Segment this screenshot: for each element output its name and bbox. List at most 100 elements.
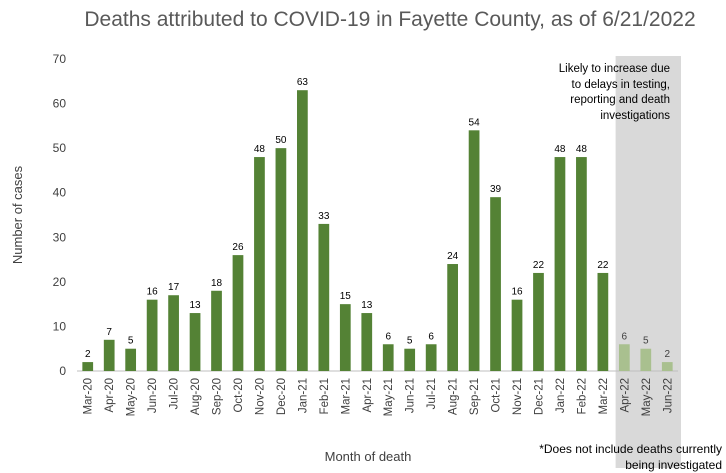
data-label: 24 xyxy=(447,251,459,262)
y-tick-label: 20 xyxy=(53,275,67,289)
data-label: 6 xyxy=(385,331,391,342)
bar xyxy=(533,272,544,371)
bar xyxy=(597,272,609,371)
data-label: 16 xyxy=(511,287,523,298)
x-tick-label: May-20 xyxy=(126,378,138,416)
bar xyxy=(576,157,587,371)
x-tick-label: Jan-22 xyxy=(555,378,567,413)
bar xyxy=(146,299,158,371)
bar xyxy=(361,313,373,371)
x-tick-label: Feb-21 xyxy=(319,378,331,414)
chart-title: Deaths attributed to COVID-19 in Fayette… xyxy=(84,8,696,31)
data-label: 48 xyxy=(254,144,266,155)
bar xyxy=(554,157,566,371)
footnote: *Does not include deaths currently being… xyxy=(539,441,722,473)
x-tick-label: Oct-21 xyxy=(491,378,503,413)
bar xyxy=(211,290,222,371)
data-label: 26 xyxy=(232,242,244,253)
bar xyxy=(404,348,416,371)
data-label: 17 xyxy=(168,282,180,293)
bar xyxy=(425,344,437,371)
annotation-line: to delays in testing, xyxy=(571,78,670,91)
y-tick-label: 50 xyxy=(53,141,67,155)
data-label: 22 xyxy=(597,260,609,271)
bar xyxy=(447,264,458,371)
annotation-line: Likely to increase due xyxy=(558,63,670,75)
x-tick-label: Apr-22 xyxy=(619,378,631,413)
x-tick-label: Aug-20 xyxy=(190,378,202,415)
bar xyxy=(382,344,394,371)
x-tick-label: Apr-21 xyxy=(362,378,374,413)
x-tick-label: Jun-22 xyxy=(662,378,674,413)
data-label: 48 xyxy=(576,144,588,155)
data-label: 5 xyxy=(643,336,649,347)
data-label: 63 xyxy=(297,77,309,88)
y-tick-label: 0 xyxy=(59,364,66,378)
x-tick-label: Apr-20 xyxy=(104,378,116,413)
data-label: 33 xyxy=(318,211,330,222)
x-tick-label: Jul-21 xyxy=(426,378,438,409)
data-label: 7 xyxy=(106,327,112,338)
x-tick-label: Jun-21 xyxy=(405,378,417,413)
y-axis-title: Number of cases xyxy=(10,165,25,264)
bar xyxy=(297,90,308,371)
x-tick-label: Jan-21 xyxy=(297,378,309,413)
bar xyxy=(232,255,244,371)
x-tick-label: Mar-22 xyxy=(598,378,610,414)
provisional-annotation: Likely to increase due to delays in test… xyxy=(520,62,670,124)
bar xyxy=(125,348,137,371)
bar xyxy=(490,197,501,371)
bar xyxy=(189,313,201,371)
bar xyxy=(618,344,630,371)
x-tick-label: Feb-22 xyxy=(576,378,588,414)
data-label: 5 xyxy=(407,336,413,347)
provisional-region xyxy=(615,56,681,468)
x-tick-label: Aug-21 xyxy=(448,378,460,415)
x-tick-label: Sep-21 xyxy=(469,378,481,415)
x-tick-label: Jul-20 xyxy=(169,378,181,409)
x-tick-label: Nov-20 xyxy=(254,378,266,415)
data-label: 2 xyxy=(85,349,91,360)
footnote-line: being investigated xyxy=(625,458,722,472)
data-label: 13 xyxy=(189,300,201,311)
data-label: 5 xyxy=(128,336,134,347)
data-label: 39 xyxy=(490,184,502,195)
data-label: 15 xyxy=(340,291,352,302)
data-label: 18 xyxy=(211,278,223,289)
data-label: 50 xyxy=(275,135,287,146)
x-tick-label: Sep-20 xyxy=(212,378,224,415)
data-label: 54 xyxy=(469,117,481,128)
y-tick-label: 70 xyxy=(53,52,67,66)
bar xyxy=(275,148,287,371)
x-tick-label: Dec-20 xyxy=(276,378,288,415)
x-axis-title: Month of death xyxy=(325,449,412,464)
bar xyxy=(82,362,94,371)
bar xyxy=(254,157,265,371)
bar xyxy=(103,339,115,371)
x-tick-label: May-22 xyxy=(641,378,653,416)
x-tick-label: Jun-20 xyxy=(147,378,159,413)
bar xyxy=(661,362,673,371)
x-tick-label: May-21 xyxy=(383,378,395,416)
data-label: 2 xyxy=(664,349,670,360)
bar xyxy=(468,130,480,371)
data-label: 22 xyxy=(533,260,545,271)
y-tick-label: 60 xyxy=(53,97,67,111)
x-tick-label: Mar-20 xyxy=(83,378,95,414)
y-tick-label: 10 xyxy=(53,319,67,333)
data-label: 6 xyxy=(428,331,434,342)
data-label: 6 xyxy=(622,331,628,342)
annotation-line: investigations xyxy=(600,109,670,122)
x-tick-label: Nov-21 xyxy=(512,378,524,415)
x-tick-label: Dec-21 xyxy=(533,378,545,415)
data-label: 13 xyxy=(361,300,373,311)
footnote-line: *Does not include deaths currently xyxy=(539,442,722,456)
annotation-line: reporting and death xyxy=(570,94,670,106)
bar xyxy=(640,348,652,371)
y-tick-label: 40 xyxy=(53,186,67,200)
bar xyxy=(168,295,179,371)
data-label: 16 xyxy=(147,287,159,298)
x-tick-label: Oct-20 xyxy=(233,378,245,413)
bar xyxy=(339,304,351,371)
